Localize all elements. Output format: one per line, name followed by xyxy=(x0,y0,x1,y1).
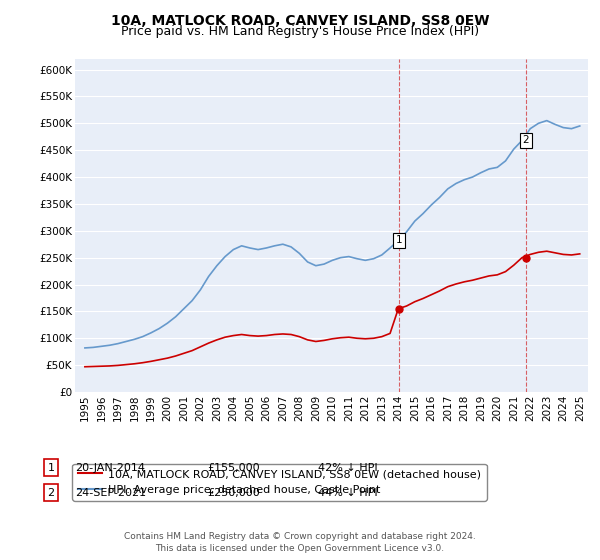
Text: 1: 1 xyxy=(47,463,55,473)
Text: 24-SEP-2021: 24-SEP-2021 xyxy=(75,488,146,498)
Text: Contains HM Land Registry data © Crown copyright and database right 2024.
This d: Contains HM Land Registry data © Crown c… xyxy=(124,533,476,553)
Text: 1: 1 xyxy=(396,235,403,245)
Text: Price paid vs. HM Land Registry's House Price Index (HPI): Price paid vs. HM Land Registry's House … xyxy=(121,25,479,38)
Text: 10A, MATLOCK ROAD, CANVEY ISLAND, SS8 0EW: 10A, MATLOCK ROAD, CANVEY ISLAND, SS8 0E… xyxy=(111,14,489,28)
Text: 20-JAN-2014: 20-JAN-2014 xyxy=(75,463,145,473)
Text: 2: 2 xyxy=(47,488,55,498)
Text: 42% ↓ HPI: 42% ↓ HPI xyxy=(318,463,377,473)
Text: 44% ↓ HPI: 44% ↓ HPI xyxy=(318,488,377,498)
Legend: 10A, MATLOCK ROAD, CANVEY ISLAND, SS8 0EW (detached house), HPI: Average price, : 10A, MATLOCK ROAD, CANVEY ISLAND, SS8 0E… xyxy=(73,464,487,501)
Text: £250,000: £250,000 xyxy=(207,488,260,498)
Text: £155,000: £155,000 xyxy=(207,463,260,473)
Text: 2: 2 xyxy=(523,136,529,146)
